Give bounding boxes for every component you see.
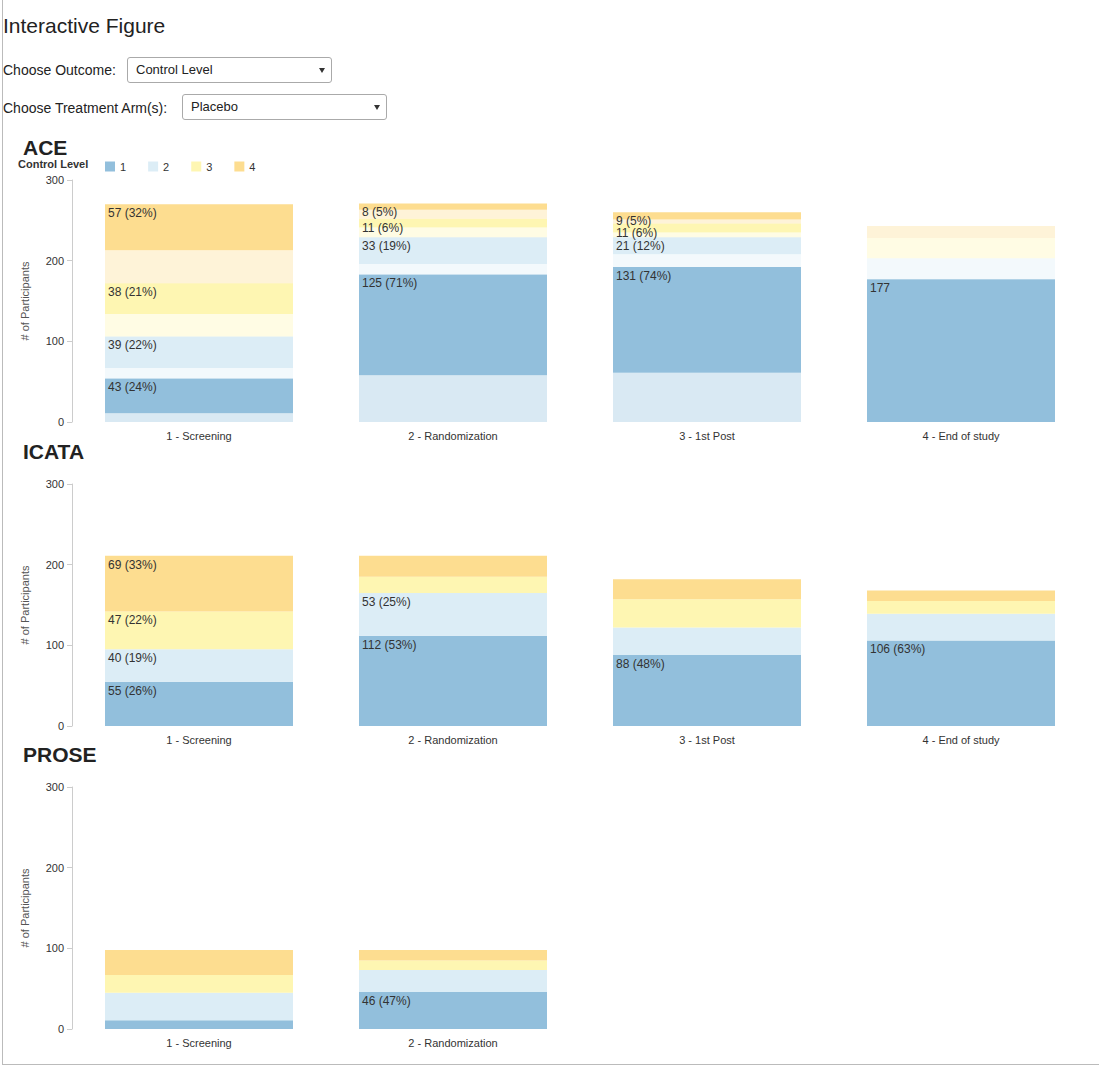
svg-text:11 (6%): 11 (6%) xyxy=(616,225,658,240)
svg-text:1 - Screening: 1 - Screening xyxy=(166,430,231,442)
svg-text:3 - 1st Post: 3 - 1st Post xyxy=(679,734,735,746)
svg-text:0: 0 xyxy=(58,1023,64,1035)
svg-text:55 (26%): 55 (26%) xyxy=(108,684,157,698)
svg-text:100: 100 xyxy=(46,639,64,651)
svg-text:177: 177 xyxy=(870,281,890,295)
svg-text:4 - End of study: 4 - End of study xyxy=(922,734,1000,746)
svg-text:300: 300 xyxy=(46,781,64,793)
svg-text:40 (19%): 40 (19%) xyxy=(108,651,157,665)
svg-text:# of Participants: # of Participants xyxy=(19,261,31,340)
svg-text:9 (5%): 9 (5%) xyxy=(616,214,651,228)
svg-text:21 (12%): 21 (12%) xyxy=(616,239,665,253)
svg-text:300: 300 xyxy=(46,174,64,186)
svg-text:1 - Screening: 1 - Screening xyxy=(166,734,231,746)
svg-text:# of Participants: # of Participants xyxy=(19,565,31,644)
svg-text:4 - End of study: 4 - End of study xyxy=(922,430,1000,442)
svg-text:57 (32%): 57 (32%) xyxy=(108,206,157,220)
svg-text:106 (63%): 106 (63%) xyxy=(870,642,925,656)
svg-text:200: 200 xyxy=(46,862,64,874)
html-text:Placebo: Placebo xyxy=(191,99,238,114)
svg-text:3 - 1st Post: 3 - 1st Post xyxy=(679,430,735,442)
svg-text:0: 0 xyxy=(58,416,64,428)
svg-text:33 (19%): 33 (19%) xyxy=(362,239,411,253)
svg-text:69 (33%): 69 (33%) xyxy=(108,558,157,572)
svg-text:43 (24%): 43 (24%) xyxy=(108,380,157,394)
svg-text:100: 100 xyxy=(46,942,64,954)
svg-text:8 (5%): 8 (5%) xyxy=(362,205,397,219)
svg-text:2 - Randomization: 2 - Randomization xyxy=(408,1037,497,1049)
svg-text:112 (53%): 112 (53%) xyxy=(362,638,416,652)
svg-text:47 (22%): 47 (22%) xyxy=(108,613,157,627)
svg-text:4: 4 xyxy=(249,161,255,173)
svg-text:11 (6%): 11 (6%) xyxy=(362,221,403,235)
svg-text:100: 100 xyxy=(46,335,64,347)
html-text:Choose Treatment Arm(s):: Choose Treatment Arm(s): xyxy=(3,100,168,116)
svg-text:1: 1 xyxy=(120,161,126,173)
svg-text:2 - Randomization: 2 - Randomization xyxy=(408,430,497,442)
svg-text:ICATA: ICATA xyxy=(23,440,84,463)
svg-text:53 (25%): 53 (25%) xyxy=(362,595,411,609)
svg-text:39 (22%): 39 (22%) xyxy=(108,338,157,352)
svg-text:ACE: ACE xyxy=(23,136,67,159)
html-text:Choose Outcome:: Choose Outcome: xyxy=(3,62,116,78)
svg-text:Control Level: Control Level xyxy=(18,158,88,170)
svg-text:2 - Randomization: 2 - Randomization xyxy=(408,734,497,746)
svg-text:38 (21%): 38 (21%) xyxy=(108,285,157,299)
svg-text:131 (74%): 131 (74%) xyxy=(616,269,671,283)
svg-text:125 (71%): 125 (71%) xyxy=(362,276,417,290)
svg-text:PROSE: PROSE xyxy=(23,743,97,766)
svg-text:1 - Screening: 1 - Screening xyxy=(166,1037,231,1049)
html-text:Control Level: Control Level xyxy=(136,62,213,77)
svg-text:2: 2 xyxy=(163,161,169,173)
html-text:Interactive Figure: Interactive Figure xyxy=(3,14,166,37)
svg-text:3: 3 xyxy=(206,161,212,173)
svg-text:200: 200 xyxy=(46,255,64,267)
svg-text:46 (47%): 46 (47%) xyxy=(362,994,411,1008)
svg-text:# of Participants: # of Participants xyxy=(19,868,31,947)
svg-text:88 (48%): 88 (48%) xyxy=(616,657,665,671)
svg-text:0: 0 xyxy=(58,720,64,732)
svg-text:300: 300 xyxy=(46,478,64,490)
svg-text:200: 200 xyxy=(46,559,64,571)
